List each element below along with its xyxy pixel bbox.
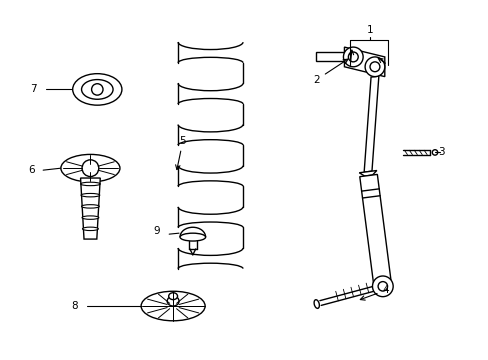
Ellipse shape (81, 193, 100, 197)
Ellipse shape (82, 216, 99, 219)
Text: 2: 2 (313, 59, 347, 85)
Text: 8: 8 (71, 301, 78, 311)
Ellipse shape (61, 154, 120, 182)
Text: 5: 5 (175, 136, 186, 170)
Circle shape (377, 282, 387, 291)
Circle shape (369, 62, 379, 72)
Polygon shape (359, 171, 376, 176)
Ellipse shape (313, 300, 319, 309)
Circle shape (91, 84, 103, 95)
Ellipse shape (73, 74, 122, 105)
Circle shape (82, 160, 99, 176)
Text: 6: 6 (28, 165, 35, 175)
Polygon shape (315, 53, 344, 61)
Ellipse shape (180, 233, 205, 241)
Circle shape (365, 57, 384, 77)
Text: 7: 7 (30, 84, 37, 94)
Ellipse shape (141, 291, 204, 321)
Polygon shape (364, 76, 378, 172)
Text: 1: 1 (366, 25, 372, 35)
Text: 3: 3 (438, 148, 444, 157)
Ellipse shape (167, 296, 179, 306)
Circle shape (347, 52, 358, 62)
Text: 9: 9 (153, 226, 160, 236)
Polygon shape (344, 47, 384, 77)
Polygon shape (81, 178, 100, 239)
Ellipse shape (81, 182, 100, 186)
Ellipse shape (168, 293, 177, 300)
Text: 4: 4 (360, 285, 388, 300)
Ellipse shape (431, 150, 437, 155)
Ellipse shape (81, 80, 113, 99)
Circle shape (343, 47, 363, 67)
Circle shape (372, 276, 392, 297)
Ellipse shape (82, 227, 98, 230)
Polygon shape (359, 174, 391, 288)
Ellipse shape (81, 205, 99, 208)
